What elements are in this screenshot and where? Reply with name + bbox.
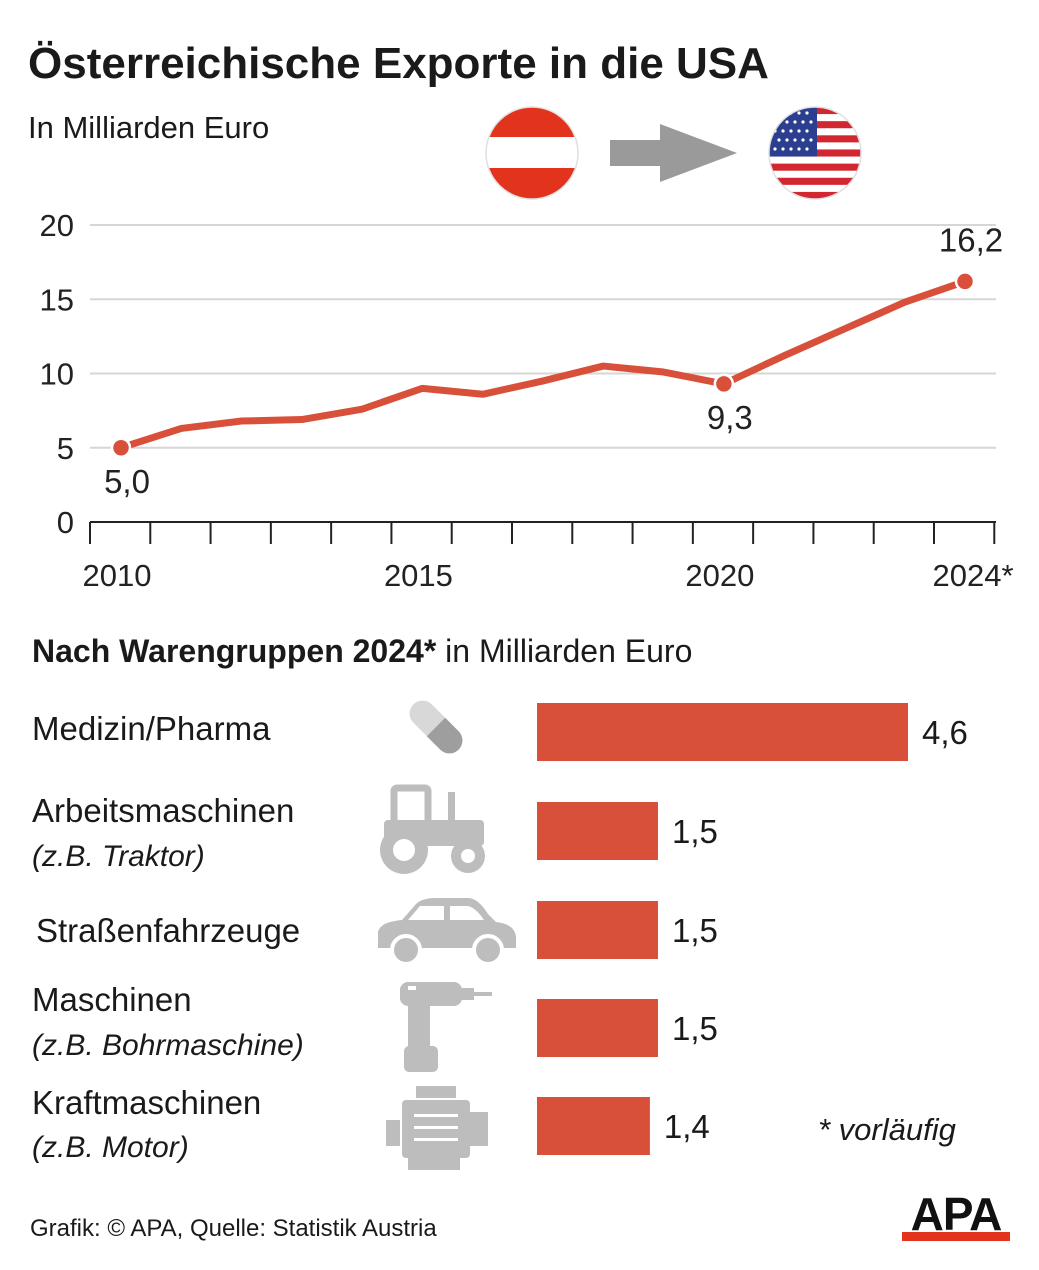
bar-value-label: 1,4 <box>664 1108 710 1145</box>
data-label: 5,0 <box>104 463 150 500</box>
y-tick-label: 20 <box>40 208 74 243</box>
category-label: Straßenfahrzeuge <box>36 912 300 949</box>
bar-row: Straßenfahrzeuge 1,5 <box>36 898 718 966</box>
data-point-marker <box>110 437 132 458</box>
series-line <box>117 277 969 452</box>
bar <box>537 1097 650 1155</box>
bar-value-label: 1,5 <box>672 813 718 850</box>
bar-value-label: 1,5 <box>672 912 718 949</box>
y-tick-label: 15 <box>40 282 74 317</box>
bar-chart-title-rest: in Milliarden Euro <box>436 633 692 669</box>
bar-value-label: 1,5 <box>672 1010 718 1047</box>
bar-chart: Medizin/Pharma 4,6 Arbeitsmaschinen (z.B. T… <box>32 700 968 1170</box>
bar-row: Arbeitsmaschinen (z.B. Traktor) 1,5 <box>32 784 718 874</box>
drill-icon <box>400 982 492 1072</box>
category-sublabel: (z.B. Bohrmaschine) <box>32 1029 304 1062</box>
category-label: Arbeitsmaschinen <box>32 792 294 829</box>
footnote: * vorläufig <box>818 1112 956 1147</box>
bar-row: Kraftmaschinen (z.B. Motor) 1,4 <box>32 1084 710 1170</box>
y-tick-label: 0 <box>57 505 74 540</box>
y-tick-label: 10 <box>40 357 74 392</box>
austria-flag-icon <box>485 106 579 200</box>
x-tick-label: 2024* <box>932 558 1013 593</box>
tractor-icon <box>380 784 485 874</box>
data-point-marker <box>713 373 735 395</box>
y-tick-label: 5 <box>57 431 74 466</box>
apa-logo: APA <box>902 1188 1010 1241</box>
car-icon <box>378 898 516 966</box>
usa-flag-icon <box>768 106 862 200</box>
bar <box>537 802 658 860</box>
pill-icon <box>409 700 463 754</box>
bar-value-label: 4,6 <box>922 714 968 751</box>
chart-title: Österreichische Exporte in die USA <box>28 39 769 88</box>
bar-chart-title-bold: Nach Warengruppen 2024* <box>32 633 437 669</box>
arrow-right-icon <box>610 124 737 182</box>
data-label: 9,3 <box>707 399 753 436</box>
source-credit: Grafik: © APA, Quelle: Statistik Austria <box>30 1215 437 1242</box>
line-chart: 0 5 10 15 20 2010 2015 2020 2024* 5,0 9,3 16,2 <box>40 208 1014 593</box>
x-tick-label: 2020 <box>685 558 754 593</box>
chart-subtitle: In Milliarden Euro <box>28 110 269 145</box>
x-tick-label: 2015 <box>384 558 453 593</box>
data-label: 16,2 <box>939 221 1003 258</box>
bar <box>537 999 658 1057</box>
engine-icon <box>386 1086 488 1170</box>
bar-chart-title: Nach Warengruppen 2024* in Milliarden Eu… <box>32 633 692 669</box>
category-label: Maschinen <box>32 981 192 1018</box>
data-point-marker <box>954 271 976 292</box>
category-label: Medizin/Pharma <box>32 710 271 747</box>
bar <box>537 703 908 761</box>
category-label: Kraftmaschinen <box>32 1084 261 1121</box>
bar <box>537 901 658 959</box>
category-sublabel: (z.B. Traktor) <box>32 840 205 873</box>
bar-row: Maschinen (z.B. Bohrmaschine) 1,5 <box>32 981 718 1072</box>
category-sublabel: (z.B. Motor) <box>32 1131 189 1164</box>
apa-logo-text: APA <box>911 1188 1002 1240</box>
x-tick-label: 2010 <box>83 558 152 593</box>
bar-row: Medizin/Pharma 4,6 <box>32 700 968 761</box>
